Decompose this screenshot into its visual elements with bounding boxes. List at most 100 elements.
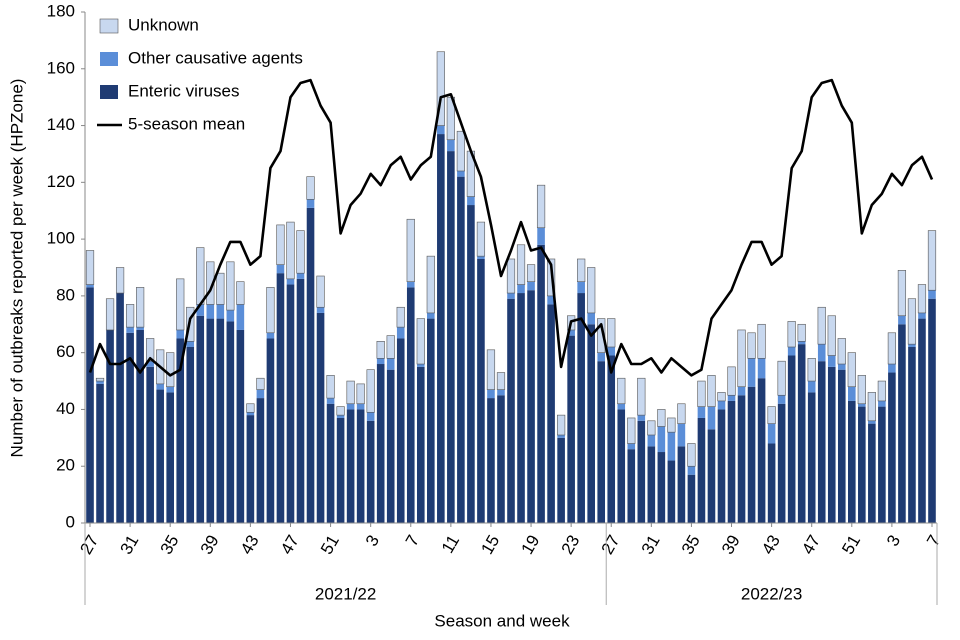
bar-segment [487,389,495,399]
bar-segment [467,205,475,524]
bar-segment [507,293,515,299]
bar-segment [316,312,325,523]
bar-segment [737,329,746,388]
y-tick-label: 160 [47,58,75,77]
bar-segment [437,134,445,524]
bar-segment [536,184,546,229]
bar-segment [737,395,746,523]
bar-segment [567,329,575,336]
bar-segment [336,417,345,523]
bar-segment [126,304,135,328]
bar-segment [617,403,626,410]
bar-segment [687,443,696,467]
bar-segment [597,361,606,523]
y-tick-label: 20 [56,456,75,475]
bar-segment [657,409,666,427]
bar-segment [757,358,766,379]
bar-segment [186,341,195,347]
bar-segment [85,250,95,285]
bar-segment [537,227,545,245]
bar-segment [577,258,586,282]
bar-segment [577,293,585,523]
bar-segment [807,358,816,382]
bar-segment [126,327,134,333]
bar-segment [707,406,716,430]
bar-segment [587,267,596,314]
bar-segment [817,306,826,345]
bar-segment [176,329,185,339]
bar-segment [236,281,245,305]
bar-segment [156,383,164,390]
bar-segment [887,332,896,365]
bar-segment [597,318,606,353]
bar-segment [216,304,225,319]
bar-segment [747,358,756,387]
x-tick-label: 47 [277,532,303,558]
bar-segment [607,346,616,356]
bar-segment [396,306,405,328]
bar-segment [486,349,496,390]
bar-segment [617,409,626,523]
bar-segment [366,369,375,413]
bar-segment [787,355,796,523]
x-tick-label: 35 [157,532,183,558]
bar-segment [687,474,696,523]
bar-segment [727,400,736,523]
bar-segment [346,409,355,523]
bar-segment [226,261,235,311]
bar-segment [637,415,646,421]
bar-segment [256,377,265,390]
bar-segment [406,287,415,523]
bar-segment [437,125,445,135]
x-tick-label: 27 [598,532,624,558]
y-tick-label: 80 [56,285,75,304]
bar-segment [106,329,114,523]
bar-segment [667,460,676,523]
bar-segment [336,415,345,418]
bar-segment [406,281,415,288]
bar-segment [176,338,185,523]
bar-segment [356,409,365,523]
bar-segment [146,361,154,367]
bar-segment [537,244,545,524]
y-tick-label: 180 [47,1,75,20]
bar-segment [898,315,906,325]
bar-segment [126,332,134,523]
bar-segment [717,392,726,402]
bar-segment [757,378,766,523]
bar-segment [897,270,907,317]
bar-segment [888,364,896,373]
bar-segment [416,318,425,365]
bar-segment [817,361,826,523]
bar-segment [717,409,726,523]
bar-segment [447,151,455,523]
y-tick-label: 0 [66,512,75,531]
bar-segment [427,318,435,523]
bar-segment [767,423,776,444]
bar-segment [877,380,886,402]
bar-segment [416,366,425,523]
bar-segment [236,304,245,330]
bar-segment [146,338,155,362]
x-tick-label: 11 [438,532,463,557]
bar-segment [386,369,395,523]
bar-segment [306,199,315,208]
bar-segment [697,406,706,418]
bar-segment [867,392,876,422]
bar-segment [206,318,215,523]
bar-segment [677,446,686,523]
x-tick-label: 43 [237,532,263,558]
bar-segment [927,230,937,291]
legend-label: Enteric viruses [128,81,239,100]
bar-segment [797,344,806,523]
bar-segment [767,406,776,424]
bar-segment [206,304,215,319]
bar-segment [276,224,285,265]
legend-label: 5-season mean [128,114,245,133]
bar-segment [436,51,445,126]
bar-segment [837,364,846,370]
bar-segment [627,417,636,444]
x-tick-label: 39 [197,532,223,558]
bar-segment [376,358,385,365]
bar-segment [476,221,486,257]
